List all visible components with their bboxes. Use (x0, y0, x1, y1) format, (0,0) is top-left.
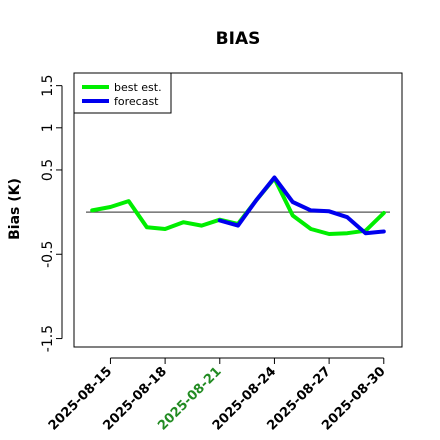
chart-title: BIAS (216, 29, 261, 49)
y-tick-label: 1 (40, 123, 56, 132)
y-tick-label: 1.5 (40, 75, 56, 97)
y-tick-label: -0.5 (40, 241, 56, 268)
x-axis: 2025-08-152025-08-182025-08-212025-08-24… (46, 357, 389, 434)
legend: best est. forecast (73, 72, 172, 114)
y-tick-label: 0.5 (40, 159, 56, 181)
legend-box (73, 72, 172, 114)
y-axis: -1.5 -0.5 0.5 1 1.5 (40, 75, 63, 352)
y-tick-label: -1.5 (40, 325, 56, 352)
plot-area-frame (73, 72, 403, 348)
legend-label-best-est: best est. (114, 81, 162, 94)
series-line-forecast (217, 175, 386, 236)
series-group (90, 175, 386, 236)
legend-label-forecast: forecast (114, 95, 159, 108)
y-axis-label: Bias (K) (7, 178, 23, 240)
